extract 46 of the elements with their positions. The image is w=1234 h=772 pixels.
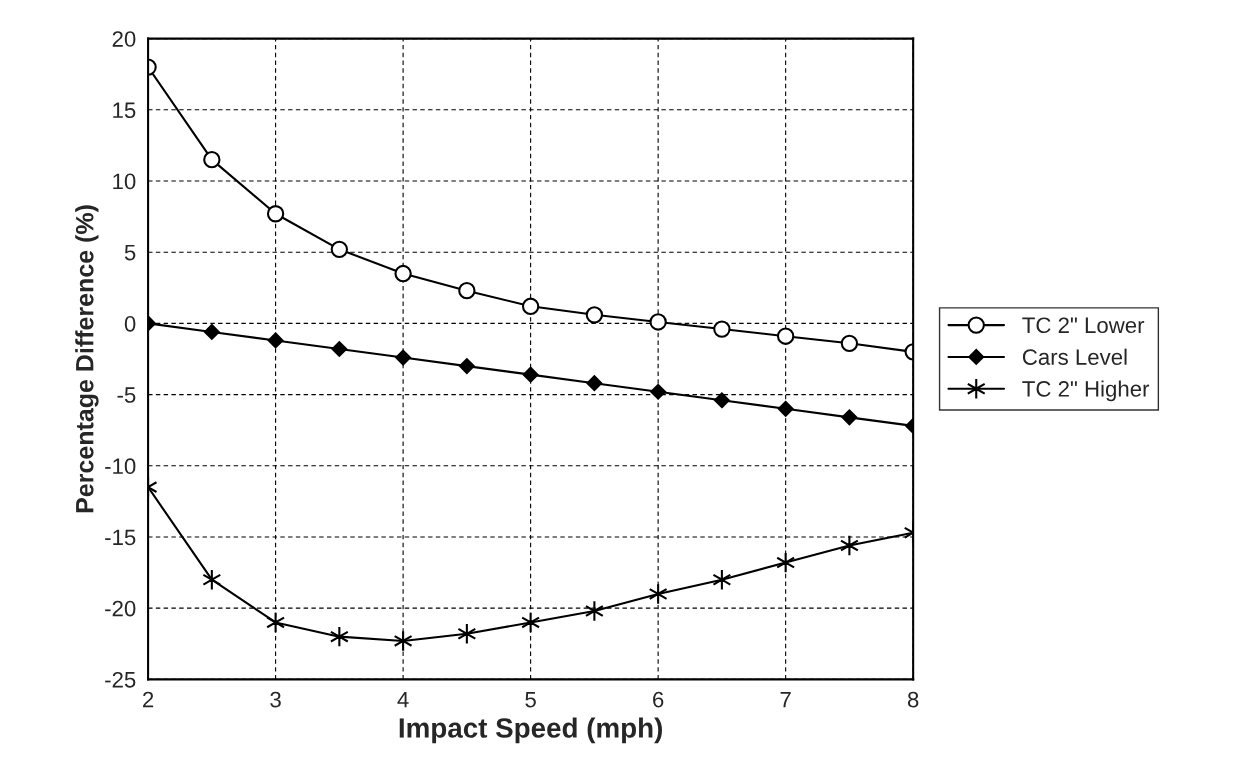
point [203, 150, 221, 169]
point [331, 341, 348, 357]
y-tick-label: -10 [105, 458, 136, 475]
x-tick-label: 8 [907, 691, 919, 708]
point [522, 366, 539, 383]
x-tick-label: 3 [270, 691, 281, 708]
point [586, 375, 603, 392]
point [521, 297, 540, 315]
point [458, 281, 476, 300]
x-tick-label: 4 [397, 691, 409, 708]
y-axis-title: Percentage Difference (%) [75, 205, 99, 513]
x-tick-label: 6 [653, 691, 664, 708]
x-tick-label: 2 [143, 691, 154, 708]
y-tick-label: 0 [124, 315, 136, 332]
point [203, 324, 220, 340]
point [585, 306, 604, 324]
x-tick-label: 7 [780, 691, 791, 708]
point [649, 313, 667, 331]
y-tick-label: -5 [117, 387, 136, 403]
point [330, 240, 349, 259]
y-tick-label: -20 [105, 600, 136, 617]
point [840, 334, 859, 352]
point [458, 358, 475, 375]
legend-label: Cars Level [1022, 348, 1127, 365]
point [650, 383, 667, 400]
point [841, 409, 858, 426]
y-tick-label: 5 [124, 244, 136, 261]
legend-label: TC 2" Lower [1022, 317, 1145, 334]
point [393, 630, 413, 652]
y-tick-label: 20 [112, 31, 136, 47]
point [713, 392, 730, 409]
point [394, 264, 412, 283]
y-tick-label: 15 [113, 102, 136, 119]
x-tick-label: 5 [525, 691, 536, 708]
y-tick-label: -15 [105, 529, 136, 546]
legend-label: TC 2" Higher [1022, 380, 1150, 402]
point [266, 205, 285, 223]
point [395, 349, 412, 366]
point [713, 320, 731, 338]
y-tick-label: 10 [113, 173, 136, 190]
y-tick-label: -25 [105, 671, 136, 688]
x-axis-title: Impact Speed (mph) [399, 717, 662, 744]
point [777, 400, 794, 417]
point [267, 332, 284, 349]
point [648, 583, 668, 605]
point [776, 327, 795, 345]
